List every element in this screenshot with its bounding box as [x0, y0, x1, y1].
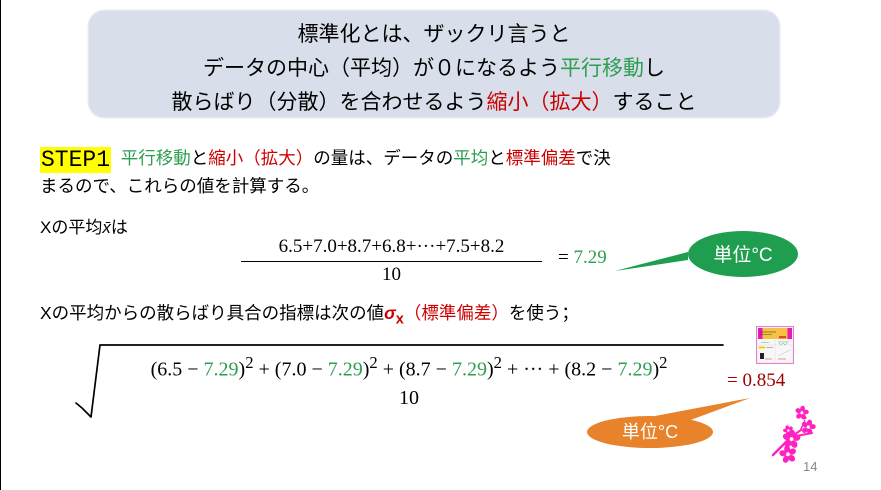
svg-text:単位°C: 単位°C	[713, 244, 772, 266]
svg-text:単位°C: 単位°C	[622, 422, 678, 442]
